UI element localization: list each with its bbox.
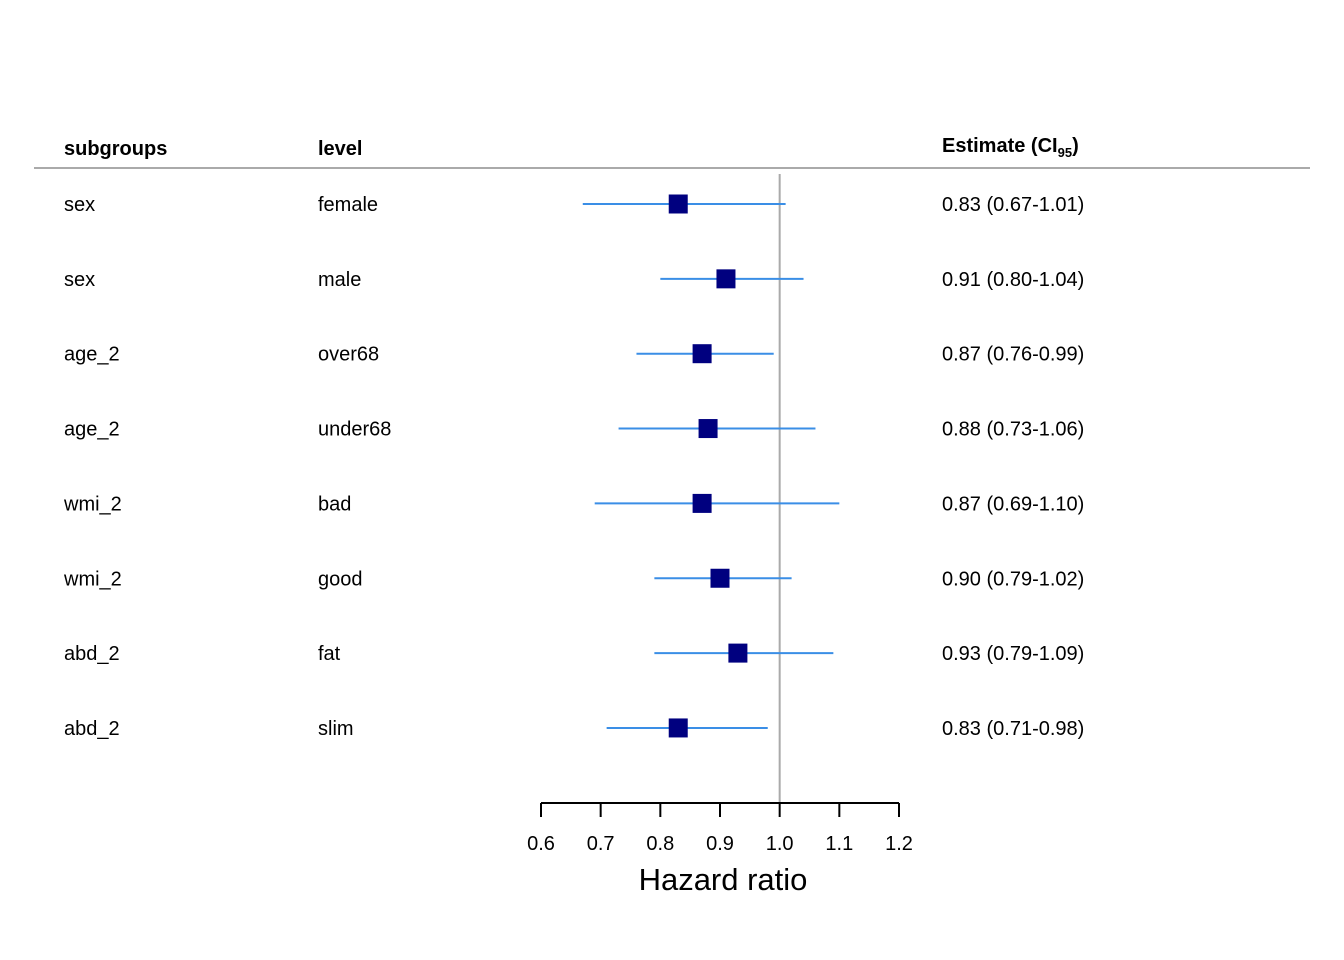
point-estimate bbox=[668, 718, 688, 738]
row-estimate-label: 0.88 (0.73-1.06) bbox=[942, 419, 1084, 441]
x-tick-label: 1.0 bbox=[766, 833, 794, 855]
row-subgroup: wmi_2 bbox=[63, 568, 122, 590]
header-estimate: Estimate (CI95) bbox=[942, 135, 1079, 160]
header-subgroups: subgroups bbox=[64, 138, 167, 160]
x-tick-label: 1.2 bbox=[885, 833, 913, 855]
header-estimate-suffix: ) bbox=[1072, 135, 1079, 157]
row-subgroup: age_2 bbox=[64, 419, 120, 441]
x-axis: 0.6 0.7 0.8 0.9 1.0 1.1 1.2 bbox=[527, 802, 913, 855]
table-row: sex female 0.83 (0.67-1.01) bbox=[64, 194, 1084, 216]
row-estimate-label: 0.93 (0.79-1.09) bbox=[942, 643, 1084, 665]
row-level: good bbox=[318, 568, 363, 590]
row-subgroup: abd_2 bbox=[64, 643, 120, 665]
rows-layer: sex female 0.83 (0.67-1.01) sex male 0.91 (0.… bbox=[63, 194, 1084, 740]
row-level: female bbox=[318, 194, 378, 216]
row-level: male bbox=[318, 269, 361, 291]
row-estimate-label: 0.87 (0.76-0.99) bbox=[942, 344, 1084, 366]
table-row: wmi_2 good 0.90 (0.79-1.02) bbox=[63, 568, 1084, 590]
x-tick-label: 0.7 bbox=[587, 833, 615, 855]
point-estimate bbox=[692, 493, 712, 513]
x-axis-title: Hazard ratio bbox=[639, 862, 808, 897]
row-estimate-label: 0.83 (0.67-1.01) bbox=[942, 194, 1084, 216]
row-level: over68 bbox=[318, 344, 379, 366]
row-estimate-label: 0.87 (0.69-1.10) bbox=[942, 493, 1084, 515]
row-level: slim bbox=[318, 718, 354, 740]
point-estimate bbox=[710, 568, 730, 588]
table-row: wmi_2 bad 0.87 (0.69-1.10) bbox=[63, 493, 1084, 515]
point-estimate bbox=[728, 643, 748, 663]
table-row: abd_2 fat 0.93 (0.79-1.09) bbox=[64, 643, 1084, 665]
header-estimate-ci: CI bbox=[1038, 135, 1058, 157]
row-subgroup: sex bbox=[64, 269, 95, 291]
x-tick-label: 1.1 bbox=[825, 833, 853, 855]
header-estimate-subscript: 95 bbox=[1058, 145, 1072, 160]
point-estimate bbox=[698, 419, 718, 439]
point-estimate bbox=[668, 194, 688, 214]
row-subgroup: abd_2 bbox=[64, 718, 120, 740]
row-subgroup: sex bbox=[64, 194, 95, 216]
row-estimate-label: 0.90 (0.79-1.02) bbox=[942, 568, 1084, 590]
row-subgroup: wmi_2 bbox=[63, 493, 122, 515]
table-row: abd_2 slim 0.83 (0.71-0.98) bbox=[64, 718, 1084, 740]
row-estimate-label: 0.83 (0.71-0.98) bbox=[942, 718, 1084, 740]
x-tick-label: 0.9 bbox=[706, 833, 734, 855]
x-tick-label: 0.8 bbox=[646, 833, 674, 855]
table-row: sex male 0.91 (0.80-1.04) bbox=[64, 269, 1084, 291]
row-estimate-label: 0.91 (0.80-1.04) bbox=[942, 269, 1084, 291]
header-level: level bbox=[318, 138, 362, 160]
row-level: fat bbox=[318, 643, 341, 665]
row-subgroup: age_2 bbox=[64, 344, 120, 366]
header-estimate-prefix: Estimate ( bbox=[942, 135, 1038, 157]
row-level: bad bbox=[318, 493, 351, 515]
x-tick-label: 0.6 bbox=[527, 833, 555, 855]
point-estimate bbox=[692, 344, 712, 364]
table-row: age_2 under68 0.88 (0.73-1.06) bbox=[64, 419, 1084, 441]
point-estimate bbox=[716, 269, 736, 289]
table-row: age_2 over68 0.87 (0.76-0.99) bbox=[64, 344, 1084, 366]
row-level: under68 bbox=[318, 419, 391, 441]
